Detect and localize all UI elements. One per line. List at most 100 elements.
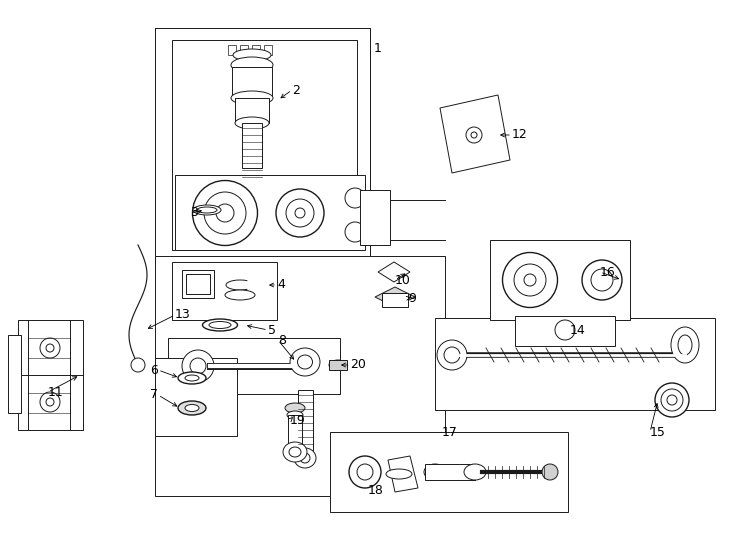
Ellipse shape [437, 340, 467, 370]
Bar [382, 293, 408, 307]
Polygon shape [375, 287, 415, 307]
Ellipse shape [300, 453, 310, 463]
Bar [235, 98, 269, 123]
Bar [242, 123, 262, 168]
Circle shape [471, 132, 477, 138]
Ellipse shape [178, 401, 206, 415]
Ellipse shape [345, 222, 365, 242]
Bar [172, 40, 357, 250]
Circle shape [46, 398, 54, 406]
Text: 15: 15 [650, 426, 666, 438]
Ellipse shape [464, 464, 486, 480]
Circle shape [131, 358, 145, 372]
Ellipse shape [204, 192, 246, 234]
Ellipse shape [424, 464, 446, 480]
Ellipse shape [185, 404, 199, 411]
Polygon shape [155, 28, 445, 496]
Text: 6: 6 [150, 363, 158, 376]
Ellipse shape [667, 395, 677, 405]
Text: 19: 19 [290, 414, 306, 427]
Ellipse shape [555, 320, 575, 340]
Bar [232, 67, 272, 97]
Text: 2: 2 [292, 84, 300, 97]
Bar [288, 415, 302, 450]
Ellipse shape [295, 208, 305, 218]
Circle shape [466, 127, 482, 143]
Text: 10: 10 [395, 273, 411, 287]
Text: 13: 13 [175, 308, 191, 321]
Ellipse shape [231, 57, 273, 73]
Bar [435, 318, 715, 410]
Ellipse shape [287, 411, 303, 419]
Bar [168, 338, 340, 394]
Ellipse shape [290, 348, 320, 376]
Bar [360, 190, 390, 245]
Circle shape [46, 344, 54, 352]
Ellipse shape [503, 253, 558, 307]
Ellipse shape [582, 260, 622, 300]
Ellipse shape [286, 199, 314, 227]
Text: 20: 20 [350, 359, 366, 372]
Text: 17: 17 [442, 426, 458, 438]
Text: 8: 8 [278, 334, 286, 347]
Ellipse shape [182, 350, 214, 382]
Bar [264, 45, 272, 55]
Ellipse shape [209, 321, 231, 328]
Ellipse shape [297, 355, 313, 369]
Ellipse shape [524, 274, 536, 286]
Bar [228, 45, 236, 55]
Ellipse shape [349, 456, 381, 488]
Ellipse shape [216, 204, 234, 222]
Bar [240, 45, 248, 55]
Text: 4: 4 [277, 279, 285, 292]
Ellipse shape [591, 269, 613, 291]
Bar [330, 432, 568, 512]
Text: 5: 5 [268, 323, 276, 336]
Bar [18, 320, 83, 430]
Text: 1: 1 [374, 42, 382, 55]
Bar [182, 270, 214, 298]
Ellipse shape [192, 180, 258, 246]
Bar [172, 262, 277, 320]
Ellipse shape [197, 207, 217, 213]
Ellipse shape [185, 375, 199, 381]
Bar [329, 360, 347, 370]
Bar [175, 175, 365, 250]
Circle shape [40, 392, 60, 412]
Text: 9: 9 [408, 292, 416, 305]
Text: 16: 16 [600, 266, 616, 279]
Ellipse shape [386, 469, 412, 479]
Bar [186, 274, 210, 294]
Ellipse shape [294, 448, 316, 468]
Ellipse shape [289, 447, 301, 457]
Circle shape [40, 338, 60, 358]
Ellipse shape [333, 362, 343, 368]
Ellipse shape [193, 205, 221, 215]
Bar [155, 28, 370, 256]
Ellipse shape [357, 464, 373, 480]
Polygon shape [440, 95, 510, 173]
Text: 14: 14 [570, 323, 586, 336]
Text: 18: 18 [368, 483, 384, 496]
Bar [252, 45, 260, 55]
Bar [155, 358, 237, 436]
Polygon shape [378, 262, 410, 282]
Bar [425, 464, 475, 480]
Text: 7: 7 [150, 388, 158, 402]
Ellipse shape [661, 389, 683, 411]
Ellipse shape [231, 91, 273, 105]
Bar [515, 316, 615, 346]
Polygon shape [388, 456, 418, 492]
Ellipse shape [329, 360, 347, 370]
Ellipse shape [276, 189, 324, 237]
Text: 11: 11 [48, 386, 64, 399]
Ellipse shape [444, 347, 460, 363]
Text: 3: 3 [190, 206, 198, 219]
Ellipse shape [190, 358, 206, 374]
Text: 12: 12 [512, 129, 528, 141]
Ellipse shape [203, 319, 238, 331]
Ellipse shape [178, 372, 206, 384]
Ellipse shape [233, 49, 271, 61]
Ellipse shape [225, 290, 255, 300]
Ellipse shape [235, 117, 269, 129]
